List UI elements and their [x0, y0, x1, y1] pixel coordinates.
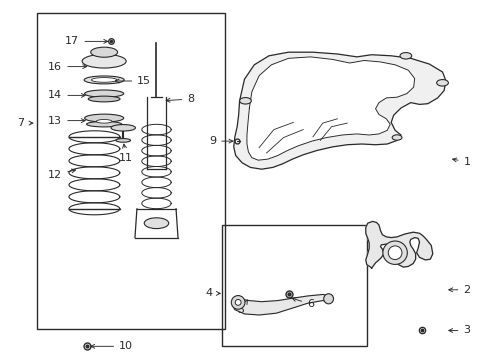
Ellipse shape — [96, 120, 112, 123]
Text: 12: 12 — [48, 169, 75, 180]
Ellipse shape — [323, 294, 333, 304]
Ellipse shape — [399, 53, 411, 59]
Ellipse shape — [436, 80, 447, 86]
Text: 8: 8 — [166, 94, 194, 104]
Text: 16: 16 — [48, 62, 86, 72]
Polygon shape — [246, 57, 414, 160]
Text: 17: 17 — [65, 36, 107, 46]
Bar — [37, 13, 224, 329]
Ellipse shape — [382, 241, 407, 264]
Text: 13: 13 — [48, 116, 85, 126]
Text: 2: 2 — [448, 285, 469, 295]
Ellipse shape — [235, 300, 241, 305]
Bar — [222, 225, 366, 346]
Text: 9: 9 — [209, 136, 232, 146]
Text: 3: 3 — [448, 325, 469, 336]
Text: 7: 7 — [18, 118, 33, 128]
Ellipse shape — [84, 114, 123, 122]
Text: 6: 6 — [291, 297, 313, 309]
Polygon shape — [365, 221, 432, 268]
Polygon shape — [233, 52, 445, 169]
Ellipse shape — [391, 135, 401, 140]
Ellipse shape — [86, 122, 122, 127]
Ellipse shape — [116, 139, 130, 142]
Text: 10: 10 — [91, 341, 133, 351]
Ellipse shape — [144, 218, 168, 229]
Ellipse shape — [82, 54, 126, 68]
Ellipse shape — [387, 246, 401, 260]
Ellipse shape — [88, 96, 120, 102]
Ellipse shape — [231, 296, 244, 309]
Ellipse shape — [239, 98, 251, 104]
Ellipse shape — [91, 78, 117, 82]
Text: 14: 14 — [48, 90, 85, 100]
Polygon shape — [232, 294, 332, 315]
Text: 4: 4 — [205, 288, 220, 298]
Ellipse shape — [111, 125, 135, 131]
Text: 5: 5 — [237, 300, 247, 315]
Text: 11: 11 — [119, 144, 133, 163]
Text: 1: 1 — [452, 157, 469, 167]
Ellipse shape — [84, 90, 123, 97]
Text: 15: 15 — [115, 76, 151, 86]
Ellipse shape — [91, 47, 117, 57]
Ellipse shape — [84, 76, 124, 84]
